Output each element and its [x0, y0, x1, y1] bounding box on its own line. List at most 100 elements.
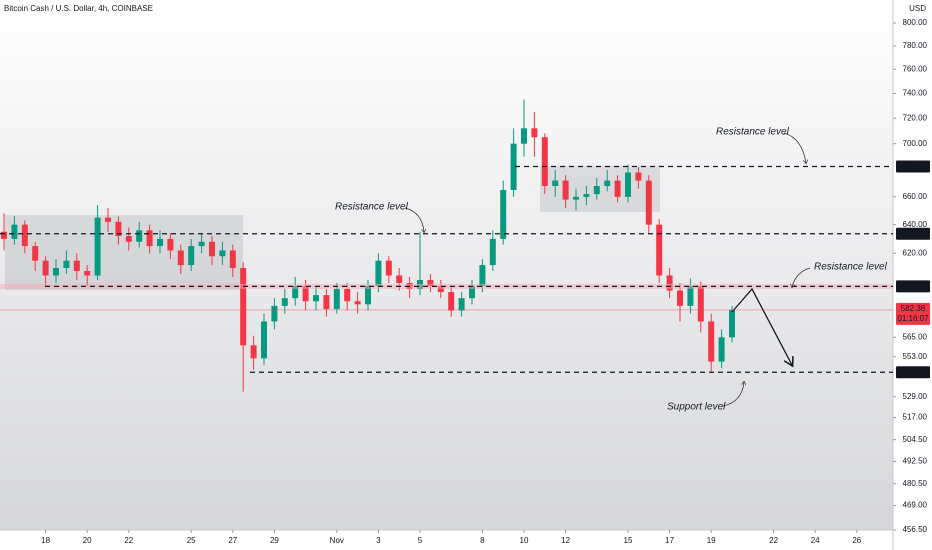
x-tick-label: 19: [707, 536, 716, 545]
candle-body: [250, 345, 257, 359]
candle-body: [229, 250, 236, 269]
y-tick-label: 565.00: [903, 332, 928, 341]
candle-body: [635, 172, 642, 181]
candle-body: [583, 194, 590, 197]
x-tick-label: 20: [83, 536, 92, 545]
time-axis-background: [0, 530, 893, 550]
candle-body: [427, 279, 434, 286]
candle-body: [687, 285, 694, 306]
y-tick-label: 517.00: [903, 413, 928, 422]
x-tick-label: 5: [418, 536, 423, 545]
annotation: Resistance level: [716, 127, 790, 138]
candle-body: [479, 265, 486, 286]
candle-body: [115, 221, 122, 237]
candle-body: [541, 137, 548, 186]
candle-body: [645, 180, 652, 225]
annotation: Resistance level: [814, 262, 888, 273]
candle-body: [677, 290, 683, 306]
y-tick-label: 700.00: [903, 139, 928, 148]
y-tick-label: 480.50: [903, 479, 928, 488]
y-tick-label: 553.00: [903, 352, 928, 361]
x-tick-label: 27: [228, 536, 237, 545]
candle-body: [21, 224, 28, 247]
level-band: [0, 283, 893, 289]
candle-body: [32, 246, 39, 261]
candle-body: [344, 289, 351, 302]
candle-body: [177, 250, 184, 266]
price-axis-background: [893, 0, 932, 550]
candle-body: [188, 246, 195, 266]
y-tick-label: 640.00: [903, 220, 928, 229]
currency: USD: [909, 4, 926, 13]
candle-body: [521, 128, 527, 144]
candle-body: [271, 305, 278, 322]
level-label: 682.56: [901, 162, 926, 171]
candle-body: [708, 321, 715, 362]
candle-body: [94, 217, 101, 276]
y-tick-label: 740.00: [903, 89, 928, 98]
x-tick-label: Nov: [330, 536, 344, 545]
y-tick-label: 720.00: [903, 113, 928, 122]
candle-body: [73, 260, 80, 272]
candle-body: [354, 301, 361, 305]
candle-body: [385, 260, 392, 276]
x-tick-label: 29: [270, 536, 279, 545]
y-tick-label: 529.00: [903, 392, 928, 401]
candle-body: [593, 185, 600, 195]
candle-body: [458, 298, 465, 311]
candle-body: [437, 285, 444, 293]
candle-body: [396, 275, 403, 283]
candle-body: [209, 241, 215, 257]
candle-body: [365, 285, 371, 305]
x-tick-label: 12: [561, 536, 570, 545]
candle-body: [281, 298, 288, 306]
callout-arrow: [783, 132, 806, 163]
candles: [1, 99, 735, 392]
countdown: 01:16:07: [897, 314, 929, 323]
candle-body: [63, 260, 70, 269]
candle-body: [469, 285, 475, 299]
level-label: 633.60: [901, 229, 926, 238]
callout-arrow: [404, 207, 424, 232]
projection-arrow: [731, 287, 792, 365]
candle-body: [500, 190, 507, 239]
x-tick-label: 10: [520, 536, 529, 545]
candle-body: [125, 236, 132, 242]
candle-body: [333, 289, 340, 309]
y-tick-label: 780.00: [903, 41, 928, 50]
candle-body: [157, 238, 163, 247]
candle-body: [261, 321, 267, 359]
candle-body: [198, 241, 205, 247]
current-price-label: 582.38: [901, 304, 926, 313]
x-tick-label: 22: [124, 536, 133, 545]
candle-body: [136, 230, 143, 242]
candle-body: [656, 224, 663, 276]
candle-body: [323, 295, 330, 309]
candle-body: [604, 180, 611, 186]
candle-body: [718, 337, 725, 362]
candle-body: [573, 196, 579, 200]
range-box: [5, 215, 243, 290]
candle-body: [448, 292, 455, 311]
candle-body: [219, 250, 226, 257]
candle-body: [510, 143, 517, 191]
candle-body: [84, 271, 91, 276]
x-tick-label: 3: [376, 536, 381, 545]
y-tick-label: 620.00: [903, 248, 928, 257]
x-tick-label: 24: [811, 536, 820, 545]
x-tick-label: 15: [624, 536, 633, 545]
x-tick-label: 26: [852, 536, 861, 545]
callout-arrow: [792, 267, 811, 287]
candle-body: [146, 230, 153, 247]
chart-title: Bitcoin Cash / U.S. Dollar, 4h, COINBASE: [4, 4, 153, 13]
level-label-box: [896, 227, 930, 240]
candle-body: [105, 217, 111, 222]
candle-body: [625, 172, 631, 197]
candle-body: [489, 238, 496, 266]
plot-background: [0, 0, 893, 530]
candle-body: [53, 268, 59, 276]
candle-body: [1, 231, 7, 239]
y-tick-label: 492.50: [903, 457, 928, 466]
